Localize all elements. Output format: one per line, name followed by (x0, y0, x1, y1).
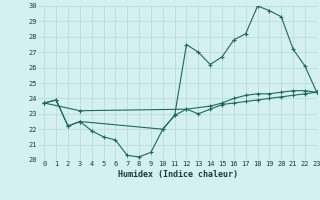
X-axis label: Humidex (Indice chaleur): Humidex (Indice chaleur) (118, 170, 238, 179)
